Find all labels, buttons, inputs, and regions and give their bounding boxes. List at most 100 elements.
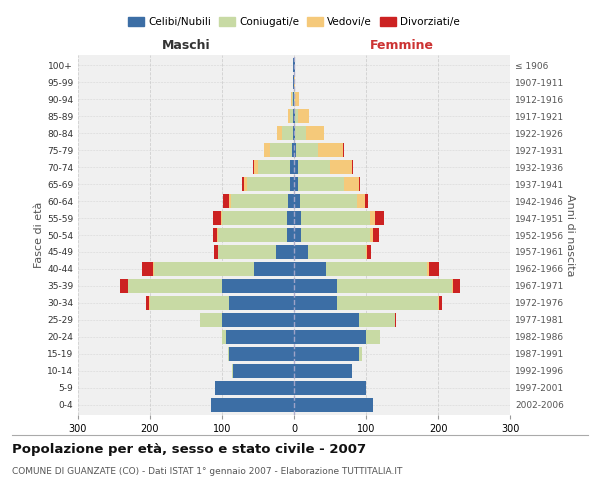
Bar xyxy=(290,160,294,174)
Bar xyxy=(376,211,384,225)
Bar xyxy=(326,262,427,276)
Bar xyxy=(244,177,247,191)
Bar xyxy=(294,381,366,395)
Bar xyxy=(294,262,326,276)
Y-axis label: Anni di nascita: Anni di nascita xyxy=(565,194,575,276)
Bar xyxy=(293,126,294,140)
Bar xyxy=(217,228,218,242)
Bar xyxy=(228,347,229,361)
Bar xyxy=(296,143,318,157)
Bar xyxy=(276,245,294,259)
Bar xyxy=(258,160,290,174)
Bar xyxy=(229,296,294,310)
Bar xyxy=(367,245,371,259)
Bar xyxy=(277,126,282,140)
Bar xyxy=(287,109,290,123)
Bar xyxy=(287,228,294,242)
Bar xyxy=(305,126,323,140)
Bar xyxy=(230,194,288,208)
Bar xyxy=(365,194,368,208)
Bar xyxy=(293,109,294,123)
Y-axis label: Fasce di età: Fasce di età xyxy=(34,202,44,268)
Bar xyxy=(288,194,294,208)
Bar xyxy=(291,92,292,106)
Bar xyxy=(359,347,362,361)
Bar xyxy=(294,228,301,242)
Legend: Celibi/Nubili, Coniugati/e, Vedovi/e, Divorziati/e: Celibi/Nubili, Coniugati/e, Vedovi/e, Di… xyxy=(124,12,464,32)
Bar xyxy=(358,194,365,208)
Bar xyxy=(318,143,343,157)
Bar xyxy=(453,279,460,293)
Bar xyxy=(373,228,379,242)
Bar xyxy=(294,143,296,157)
Bar xyxy=(229,347,294,361)
Text: Maschi: Maschi xyxy=(161,40,211,52)
Bar xyxy=(120,279,128,293)
Bar xyxy=(293,58,294,72)
Bar xyxy=(233,364,294,378)
Bar xyxy=(214,211,221,225)
Bar xyxy=(294,330,366,344)
Bar xyxy=(218,245,276,259)
Bar xyxy=(229,194,230,208)
Bar xyxy=(359,313,395,327)
Bar xyxy=(294,211,301,225)
Text: COMUNE DI GUANZATE (CO) - Dati ISTAT 1° gennaio 2007 - Elaborazione TUTTITALIA.I: COMUNE DI GUANZATE (CO) - Dati ISTAT 1° … xyxy=(12,468,403,476)
Bar xyxy=(218,228,287,242)
Bar xyxy=(223,194,229,208)
Bar xyxy=(428,262,439,276)
Bar xyxy=(221,211,222,225)
Bar xyxy=(294,398,373,412)
Bar xyxy=(270,143,292,157)
Bar xyxy=(222,330,226,344)
Bar xyxy=(265,143,270,157)
Bar xyxy=(290,109,293,123)
Bar xyxy=(247,177,290,191)
Bar xyxy=(294,313,359,327)
Bar xyxy=(149,296,150,310)
Bar xyxy=(253,160,254,174)
Bar xyxy=(292,143,294,157)
Bar xyxy=(427,262,428,276)
Bar xyxy=(452,279,453,293)
Bar xyxy=(295,126,305,140)
Bar xyxy=(293,75,294,89)
Bar xyxy=(232,364,233,378)
Text: Popolazione per età, sesso e stato civile - 2007: Popolazione per età, sesso e stato civil… xyxy=(12,442,366,456)
Bar xyxy=(214,245,218,259)
Bar xyxy=(337,279,452,293)
Bar xyxy=(282,126,293,140)
Bar xyxy=(293,92,294,106)
Bar xyxy=(292,92,293,106)
Bar xyxy=(294,279,337,293)
Bar xyxy=(294,177,298,191)
Bar xyxy=(290,177,294,191)
Bar xyxy=(301,211,370,225)
Bar xyxy=(153,262,154,276)
Bar xyxy=(142,262,153,276)
Bar xyxy=(294,109,295,123)
Bar xyxy=(294,75,295,89)
Bar xyxy=(146,296,149,310)
Bar xyxy=(295,92,299,106)
Bar xyxy=(439,296,442,310)
Bar xyxy=(330,160,352,174)
Bar xyxy=(222,313,294,327)
Bar xyxy=(366,330,380,344)
Bar xyxy=(298,177,344,191)
Bar xyxy=(308,245,366,259)
Bar xyxy=(154,262,254,276)
Bar xyxy=(366,245,367,259)
Bar xyxy=(294,126,295,140)
Bar xyxy=(294,58,295,72)
Bar xyxy=(294,347,359,361)
Bar xyxy=(254,160,258,174)
Bar xyxy=(295,109,298,123)
Bar xyxy=(300,194,358,208)
Bar xyxy=(294,92,295,106)
Bar xyxy=(294,296,337,310)
Bar xyxy=(294,364,352,378)
Bar xyxy=(214,228,217,242)
Bar xyxy=(344,177,359,191)
Bar xyxy=(222,279,294,293)
